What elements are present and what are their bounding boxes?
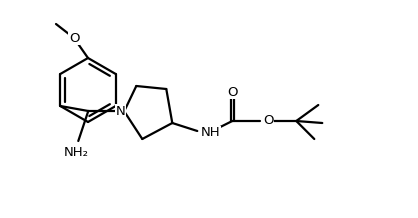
Text: O: O bbox=[227, 85, 237, 99]
Text: O: O bbox=[69, 31, 79, 44]
Text: NH₂: NH₂ bbox=[64, 146, 89, 160]
Text: NH: NH bbox=[200, 126, 220, 140]
Text: O: O bbox=[263, 114, 274, 126]
Text: N: N bbox=[115, 104, 125, 118]
